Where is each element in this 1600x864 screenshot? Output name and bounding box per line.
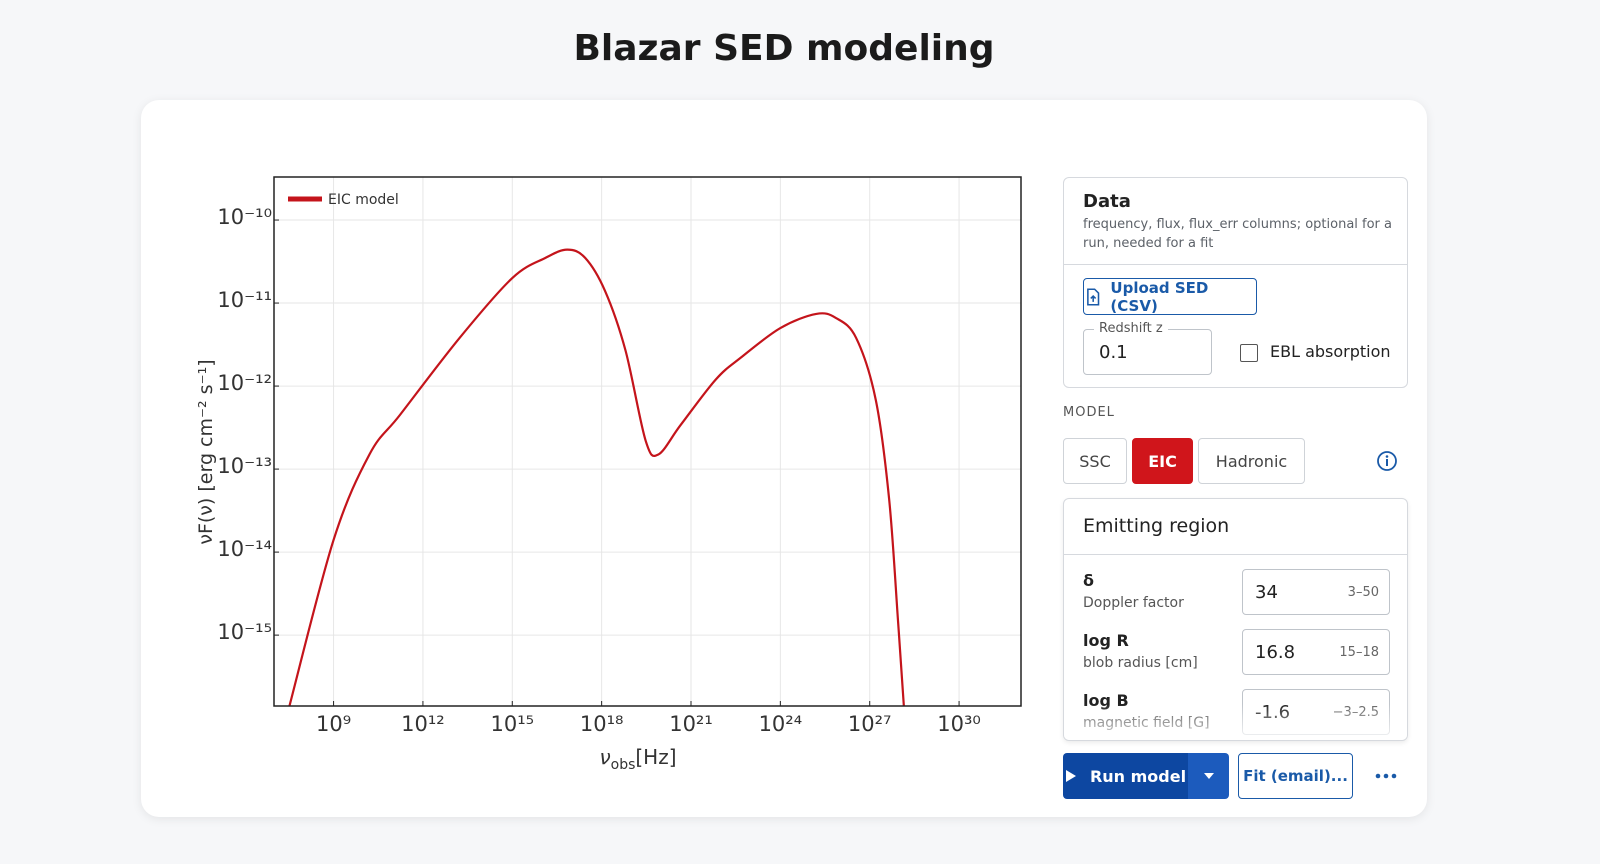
caret-icon [1203, 773, 1214, 779]
plot-frame [273, 176, 1022, 707]
data-panel: Data frequency, flux, flux_err columns; … [1063, 177, 1408, 388]
model-label: MODEL [1063, 405, 1115, 420]
param-range: 15–18 [1339, 645, 1379, 660]
fade [1064, 704, 1407, 740]
y-axis-label: νF(ν) [erg cm⁻² s⁻¹] [195, 359, 217, 544]
data-description: frequency, flux, flux_err columns; optio… [1083, 217, 1392, 251]
x-axis-label-unit: [Hz] [635, 745, 676, 769]
redshift-input[interactable]: Redshift z 0.1 [1083, 321, 1212, 375]
x-tick-label: 10³⁰ [937, 712, 981, 736]
ebl-checkbox[interactable] [1240, 344, 1258, 362]
x-tick-label: 10²⁴ [759, 712, 803, 736]
fit-button[interactable]: Fit (email)... [1238, 753, 1353, 799]
x-tick-label: 10²¹ [669, 712, 713, 736]
y-tick-label: 10⁻¹¹ [217, 288, 272, 312]
y-tick-label: 10⁻¹⁴ [217, 537, 272, 561]
run-button[interactable]: Run model [1063, 753, 1188, 799]
upload-button[interactable]: Upload SED (CSV) [1083, 278, 1257, 315]
upload-label: Upload SED (CSV) [1110, 278, 1209, 315]
divider [1064, 554, 1407, 555]
chart: 10⁹ 10¹² 10¹⁵ 10¹⁸ 10²¹ 10²⁴ 10²⁷ 10³⁰ 10⁻¹⁰ 10⁻¹… [195, 176, 1022, 773]
model-option[interactable]: SSC [1063, 438, 1127, 484]
x-axis-label: νobs[Hz] [599, 745, 676, 773]
redshift-value: 0.1 [1099, 342, 1128, 363]
play-icon [1065, 770, 1076, 782]
grid [274, 177, 1021, 706]
x-axis-label-sub: obs [611, 757, 636, 773]
upload-icon [1087, 287, 1100, 306]
data-title: Data [1083, 191, 1131, 212]
plot-area [288, 248, 905, 706]
run-dropdown[interactable] [1188, 753, 1229, 799]
y-tick-label: 10⁻¹³ [217, 454, 272, 478]
series-line [288, 248, 905, 706]
run-label: Run model [1089, 766, 1187, 786]
page-title: Blazar SED modeling [573, 28, 995, 69]
info-icon[interactable] [1376, 450, 1398, 472]
x-axis-label-symbol: ν [599, 745, 610, 769]
param-value: 16.8 [1255, 642, 1296, 663]
x-tick-label: 10¹⁸ [580, 712, 624, 736]
more-button[interactable] [1374, 770, 1398, 782]
y-tick-label: 10⁻¹⁰ [217, 205, 272, 229]
emitting-region-panel: Emitting region δ Doppler factor 34 3–50 log… [1063, 498, 1408, 741]
x-tick-label: 10⁹ [316, 712, 351, 736]
redshift-label: Redshift z [1094, 321, 1168, 336]
param-input[interactable]: 34 3–50 [1242, 569, 1390, 615]
axes: 10⁹ 10¹² 10¹⁵ 10¹⁸ 10²¹ 10²⁴ 10²⁷ 10³⁰ 10⁻¹⁰ 10⁻¹… [217, 192, 981, 736]
region-title: Emitting region [1083, 515, 1230, 537]
y-tick-label: 10⁻¹² [217, 371, 272, 395]
param-description: blob radius [cm] [1083, 655, 1198, 671]
x-tick-label: 10²⁷ [848, 712, 892, 736]
param-symbol: log R [1083, 631, 1129, 650]
param-symbol: δ [1083, 571, 1094, 590]
param-description: Doppler factor [1083, 595, 1184, 611]
x-tick-label: 10¹⁵ [491, 712, 535, 736]
param-range: 3–50 [1347, 585, 1379, 600]
x-tick-label: 10¹² [401, 712, 445, 736]
ebl-label: EBL absorption [1270, 342, 1391, 361]
model-option[interactable]: Hadronic [1198, 438, 1305, 484]
model-option[interactable]: EIC [1132, 438, 1193, 484]
y-tick-label: 10⁻¹⁵ [217, 620, 272, 644]
param-input[interactable]: 16.8 15–18 [1242, 629, 1390, 675]
divider [1064, 264, 1407, 265]
param-value: 34 [1255, 582, 1278, 603]
legend-label: EIC model [328, 192, 399, 208]
